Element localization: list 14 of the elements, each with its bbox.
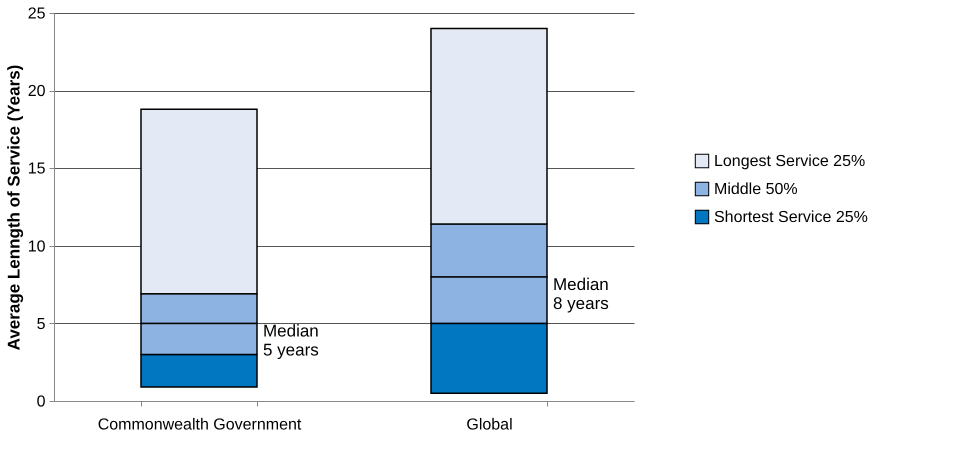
legend-label: Middle 50% — [714, 181, 798, 198]
legend-label: Shortest Service 25% — [714, 209, 868, 226]
x-tick-label: Commonwealth Government — [98, 416, 302, 434]
y-tick-label: 15 — [28, 160, 46, 178]
y-tick-label: 5 — [36, 316, 46, 333]
legend-label: Longest Service 25% — [714, 153, 866, 170]
y-tick-label: 20 — [28, 83, 46, 100]
annotation: Median 8 years — [553, 274, 609, 313]
y-tick-label: 10 — [28, 238, 46, 256]
x-tick-label: Global — [466, 416, 513, 434]
annotation: Median 5 years — [263, 321, 319, 360]
y-tick-label: 25 — [28, 6, 46, 22]
y-axis-title: Average Lenngth of Service (Years) — [4, 64, 24, 350]
y-tick-label: 0 — [36, 394, 46, 410]
